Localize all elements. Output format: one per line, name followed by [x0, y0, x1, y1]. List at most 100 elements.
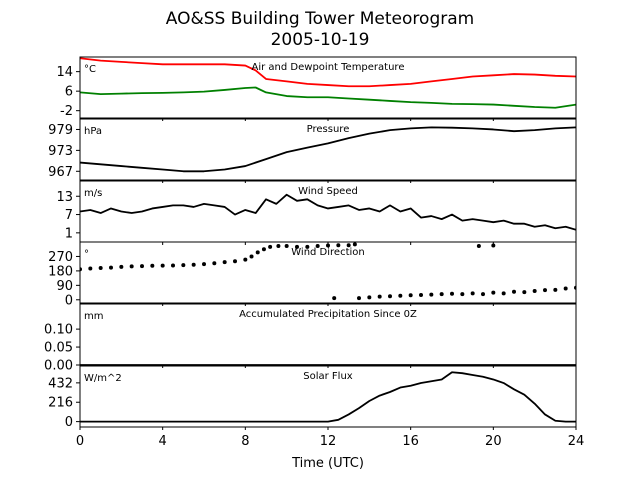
y-tick-label-precipitation-1: 0.05 — [44, 341, 73, 356]
panel-pressure: 967 973 979 hPa Pressure — [48, 118, 577, 183]
y-tick-label-precipitation-2: 0.10 — [44, 323, 73, 338]
data-point-wind_direction-39 — [450, 291, 454, 296]
panel-title-pressure: Pressure — [307, 124, 350, 135]
x-tick-label-0: 0 — [76, 434, 84, 449]
y-tick-label-pressure-1: 973 — [48, 144, 73, 159]
series-line-temperature-1 — [80, 86, 576, 109]
x-tick-label-3: 12 — [320, 434, 337, 449]
data-point-wind_direction-17 — [249, 254, 254, 259]
data-point-wind_direction-14 — [222, 260, 227, 265]
panel-wind_speed: 1 7 13 m/s Wind Speed — [56, 180, 577, 245]
x-tick-label-1: 4 — [159, 434, 167, 449]
data-point-wind_direction-31 — [367, 295, 372, 300]
x-tick-label-5: 20 — [485, 434, 502, 449]
y-tick-label-wind_speed-2: 13 — [56, 190, 73, 205]
data-point-wind_direction-16 — [243, 257, 248, 262]
panel-temperature: -2 6 14 °C Air and Dewpoint Temperature — [56, 56, 577, 121]
data-point-wind_direction-29 — [352, 242, 357, 247]
data-point-wind_direction-21 — [276, 244, 281, 249]
data-point-wind_direction-23 — [295, 244, 299, 249]
data-point-wind_direction-47 — [532, 288, 537, 293]
data-point-wind_direction-53 — [476, 244, 481, 249]
data-point-wind_direction-22 — [284, 244, 289, 249]
data-point-wind_direction-27 — [336, 243, 341, 248]
data-point-wind_direction-12 — [202, 262, 206, 267]
panel-title-temperature: Air and Dewpoint Temperature — [252, 62, 405, 73]
data-point-wind_direction-28 — [346, 243, 351, 248]
data-point-wind_direction-18 — [255, 250, 260, 255]
y-tick-label-wind_speed-1: 7 — [65, 208, 73, 223]
panel-data-solar_flux — [80, 371, 576, 423]
panel-title-wind_direction: Wind Direction — [291, 247, 365, 258]
unit-label-solar_flux: W/m^2 — [84, 373, 122, 384]
data-point-wind_direction-7 — [150, 263, 155, 268]
data-point-wind_direction-15 — [233, 259, 237, 264]
data-point-wind_direction-45 — [512, 289, 516, 294]
unit-label-precipitation: mm — [84, 311, 103, 322]
y-tick-label-pressure-0: 967 — [48, 165, 73, 180]
data-point-wind_direction-33 — [388, 294, 392, 299]
y-tick-label-temperature-1: 6 — [65, 85, 73, 100]
data-point-wind_direction-30 — [357, 296, 361, 301]
data-point-wind_direction-50 — [563, 286, 568, 291]
series-line-temperature-0 — [80, 57, 576, 88]
series-line-pressure-0 — [80, 126, 576, 173]
panel-precipitation: 0.00 0.05 0.10 mm Accumulated Precipitation … — [44, 303, 577, 374]
panels: -2 6 14 °C Air and Dewpoint Temperature 967 97… — [44, 56, 577, 430]
x-tick-label-6: 24 — [568, 434, 585, 449]
data-point-wind_direction-42 — [481, 292, 485, 297]
data-point-wind_direction-43 — [491, 290, 496, 295]
data-point-wind_direction-1 — [88, 266, 93, 271]
data-point-wind_direction-11 — [191, 262, 196, 267]
y-tick-label-temperature-2: 14 — [56, 65, 73, 80]
panel-solar_flux: 0 216 432 W/m^2 Solar Flux — [48, 365, 577, 430]
y-tick-label-solar_flux-2: 432 — [48, 376, 73, 391]
x-tick-label-2: 8 — [241, 434, 249, 449]
figure-subtitle: 2005-10-19 — [271, 30, 370, 50]
panel-data-wind_direction — [80, 242, 576, 301]
data-point-wind_direction-3 — [109, 265, 113, 270]
data-point-wind_direction-5 — [129, 264, 134, 269]
panel-title-precipitation: Accumulated Precipitation Since 0Z — [239, 309, 417, 320]
data-point-wind_direction-38 — [439, 292, 444, 297]
y-tick-label-pressure-2: 979 — [48, 123, 73, 138]
x-axis-label: Time (UTC) — [291, 456, 364, 471]
unit-label-pressure: hPa — [84, 126, 102, 137]
data-point-wind_direction-8 — [160, 263, 165, 268]
unit-label-temperature: °C — [84, 64, 96, 75]
data-point-wind_direction-48 — [543, 288, 547, 293]
y-tick-label-precipitation-0: 0.00 — [44, 359, 73, 374]
data-point-wind_direction-26 — [326, 243, 330, 248]
y-tick-label-solar_flux-0: 0 — [65, 415, 73, 430]
y-tick-label-wind_speed-0: 1 — [65, 226, 73, 241]
y-tick-label-wind_direction-3: 270 — [48, 250, 73, 265]
panel-data-pressure — [80, 126, 576, 173]
data-point-wind_direction-6 — [140, 264, 144, 269]
panel-data-temperature — [80, 57, 576, 109]
data-point-wind_direction-37 — [429, 292, 434, 297]
data-point-wind_direction-35 — [408, 293, 413, 298]
data-point-wind_direction-40 — [460, 292, 465, 297]
series-line-wind_speed-0 — [80, 193, 576, 231]
data-point-wind_direction-13 — [212, 261, 217, 266]
panel-title-solar_flux: Solar Flux — [303, 371, 353, 382]
data-point-wind_direction-25 — [315, 244, 320, 249]
data-point-wind_direction-10 — [181, 263, 186, 268]
data-point-wind_direction-20 — [268, 244, 273, 249]
unit-label-wind_direction: ° — [84, 249, 89, 260]
figure-title: AO&SS Building Tower Meteorogram — [166, 9, 474, 29]
data-point-wind_direction-24 — [305, 244, 310, 249]
unit-label-wind_speed: m/s — [84, 188, 102, 199]
data-point-wind_direction-19 — [261, 247, 266, 252]
data-point-wind_direction-4 — [119, 264, 124, 269]
data-point-wind_direction-32 — [377, 294, 382, 299]
y-tick-label-wind_direction-1: 90 — [56, 279, 73, 294]
x-tick-label-4: 16 — [402, 434, 419, 449]
series-line-solar_flux-0 — [80, 371, 576, 423]
data-point-wind_direction-49 — [553, 287, 558, 292]
data-point-wind_direction-36 — [419, 292, 423, 297]
data-point-wind_direction-41 — [470, 291, 475, 296]
data-point-wind_direction-52 — [332, 296, 337, 301]
